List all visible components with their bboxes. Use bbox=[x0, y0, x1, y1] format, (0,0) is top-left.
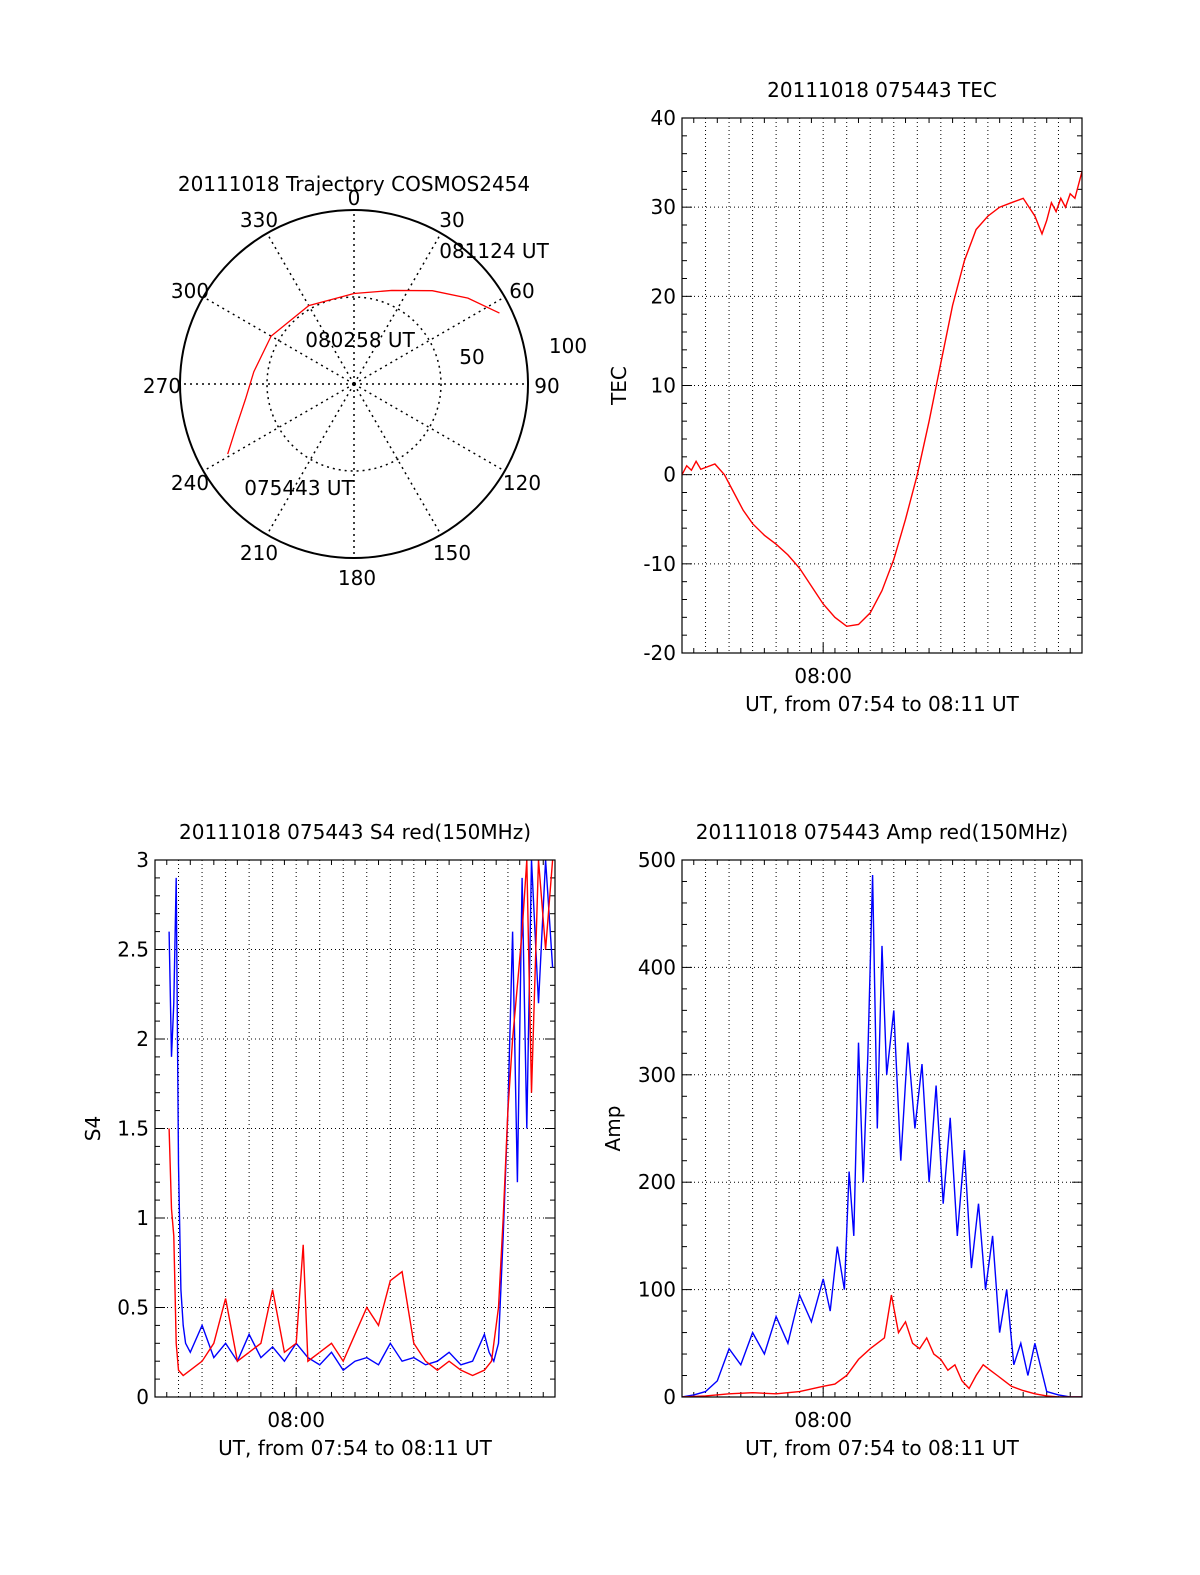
polar-azimuth-label: 240 bbox=[171, 471, 209, 495]
y-tick-label: 0 bbox=[663, 463, 676, 487]
series-line bbox=[168, 860, 554, 1377]
trajectory-time-label: 080258 UT bbox=[305, 328, 415, 352]
y-tick-label: 200 bbox=[638, 1170, 676, 1194]
y-tick-label: 30 bbox=[651, 195, 676, 219]
y-tick-label: 2.5 bbox=[117, 938, 149, 962]
polar-spoke bbox=[353, 232, 442, 385]
y-tick-label: 300 bbox=[638, 1063, 676, 1087]
polar-spoke bbox=[202, 383, 355, 472]
x-tick-label: 08:00 bbox=[267, 1408, 325, 1432]
y-tick-label: 10 bbox=[651, 374, 676, 398]
polar-spoke bbox=[266, 232, 355, 385]
y-tick-label: 100 bbox=[638, 1278, 676, 1302]
polar-azimuth-label: 90 bbox=[534, 374, 559, 398]
trajectory-time-label: 081124 UT bbox=[439, 239, 549, 263]
polar-spoke bbox=[266, 383, 355, 536]
polar-outer-ring bbox=[179, 209, 529, 559]
y-tick-label: 3 bbox=[136, 848, 149, 872]
y-axis-label: S4 bbox=[81, 1116, 105, 1141]
y-tick-label: -10 bbox=[643, 552, 676, 576]
s4-chart: 20111018 075443 S4 red(150MHz) 0 0.5 1 1.5 2 2… bbox=[81, 820, 556, 1460]
polar-title: 20111018 Trajectory COSMOS2454 bbox=[178, 172, 530, 196]
amp-chart: 20111018 075443 Amp red(150MHz) 0 100 200 30… bbox=[601, 820, 1083, 1460]
y-tick-label: 0 bbox=[663, 1385, 676, 1409]
x-axis-label: UT, from 07:54 to 08:11 UT bbox=[745, 692, 1020, 716]
polar-azimuth-label: 150 bbox=[433, 541, 471, 565]
trajectory-line bbox=[227, 289, 500, 455]
polar-azimuth-label: 330 bbox=[240, 208, 278, 232]
polar-azimuth-label: 300 bbox=[171, 279, 209, 303]
y-tick-label: -20 bbox=[643, 641, 676, 665]
y-axis-label: TEC bbox=[607, 366, 631, 406]
polar-ring-label: 50 bbox=[459, 345, 484, 369]
polar-spoke bbox=[202, 296, 355, 385]
y-tick-label: 2 bbox=[136, 1027, 149, 1051]
x-axis-label: UT, from 07:54 to 08:11 UT bbox=[745, 1436, 1020, 1460]
polar-azimuth-label: 0 bbox=[348, 186, 361, 210]
y-tick-label: 1 bbox=[136, 1206, 149, 1230]
plot-frame bbox=[154, 859, 556, 1398]
y-axis-label: Amp bbox=[601, 1106, 625, 1152]
trajectory-time-label: 075443 UT bbox=[244, 476, 354, 500]
series-line bbox=[168, 860, 554, 1372]
y-tick-label: 500 bbox=[638, 848, 676, 872]
polar-azimuth-label: 180 bbox=[338, 566, 376, 590]
x-tick-label: 08:00 bbox=[794, 1408, 852, 1432]
plot-frame bbox=[681, 859, 1083, 1398]
polar-spoke bbox=[353, 383, 506, 472]
series-line bbox=[682, 874, 1082, 1397]
series-line bbox=[682, 1294, 1082, 1397]
chart-title: 20111018 075443 TEC bbox=[767, 78, 997, 102]
y-tick-label: 0 bbox=[136, 1385, 149, 1409]
plot-frame bbox=[681, 117, 1083, 654]
y-tick-label: 1.5 bbox=[117, 1117, 149, 1141]
polar-inner-ring bbox=[266, 296, 442, 472]
polar-azimuth-label: 60 bbox=[509, 279, 534, 303]
y-tick-label: 0.5 bbox=[117, 1296, 149, 1320]
chart-title: 20111018 075443 Amp red(150MHz) bbox=[696, 820, 1068, 844]
series-line bbox=[682, 171, 1082, 628]
y-tick-label: 400 bbox=[638, 955, 676, 979]
polar-azimuth-label: 30 bbox=[439, 208, 464, 232]
polar-ring-label: 100 bbox=[549, 334, 587, 358]
polar-spoke bbox=[353, 383, 442, 536]
polar-spoke bbox=[353, 296, 506, 385]
polar-azimuth-label: 120 bbox=[503, 471, 541, 495]
tec-chart: 20111018 075443 TEC -20 -10 0 10 20 30 40 TEC 08:… bbox=[607, 78, 1083, 716]
y-tick-label: 20 bbox=[651, 284, 676, 308]
chart-title: 20111018 075443 S4 red(150MHz) bbox=[179, 820, 531, 844]
x-axis-label: UT, from 07:54 to 08:11 UT bbox=[218, 1436, 493, 1460]
polar-azimuth-label: 270 bbox=[143, 374, 181, 398]
x-tick-label: 08:00 bbox=[794, 664, 852, 688]
polar-azimuth-label: 210 bbox=[240, 541, 278, 565]
y-tick-label: 40 bbox=[651, 106, 676, 130]
